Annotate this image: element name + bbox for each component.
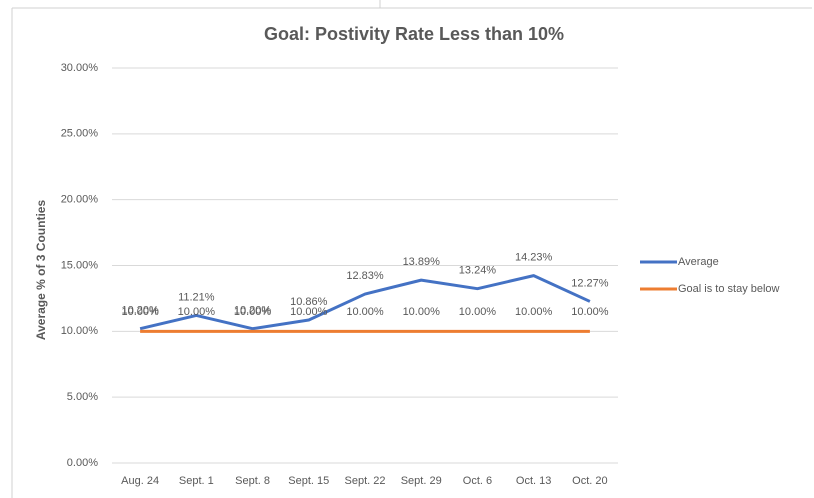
data-label: 10.20% bbox=[121, 305, 159, 317]
x-tick-label: Sept. 22 bbox=[345, 475, 386, 487]
y-tick-label: 15.00% bbox=[61, 259, 99, 271]
data-label: 10.00% bbox=[346, 306, 384, 318]
x-tick-label: Sept. 1 bbox=[179, 475, 214, 487]
data-label: 10.20% bbox=[234, 305, 272, 317]
y-axis-title: Average % of 3 Counties bbox=[34, 200, 48, 341]
legend-label: Goal is to stay below bbox=[678, 283, 780, 295]
y-tick-label: 20.00% bbox=[61, 194, 99, 206]
data-label: 14.23% bbox=[515, 252, 553, 264]
y-tick-label: 10.00% bbox=[61, 325, 99, 337]
data-label: 10.00% bbox=[290, 306, 328, 318]
data-label: 12.27% bbox=[571, 277, 609, 289]
data-label: 13.24% bbox=[459, 265, 497, 277]
data-label: 11.21% bbox=[178, 291, 215, 303]
data-label: 10.00% bbox=[178, 306, 216, 318]
y-tick-label: 0.00% bbox=[67, 457, 98, 469]
data-label: 10.00% bbox=[234, 306, 272, 318]
x-tick-label: Sept. 15 bbox=[288, 475, 329, 487]
chart-title: Goal: Postivity Rate Less than 10% bbox=[264, 24, 564, 44]
data-label: 10.86% bbox=[290, 296, 328, 308]
legend-label: Average bbox=[678, 256, 719, 268]
x-tick-label: Sept. 8 bbox=[235, 475, 270, 487]
x-tick-label: Oct. 20 bbox=[572, 475, 607, 487]
x-tick-label: Aug. 24 bbox=[121, 475, 159, 487]
data-label: 10.00% bbox=[459, 306, 497, 318]
y-tick-label: 30.00% bbox=[61, 62, 99, 74]
data-label: 10.00% bbox=[403, 306, 441, 318]
x-tick-label: Oct. 13 bbox=[516, 475, 551, 487]
y-tick-label: 5.00% bbox=[67, 391, 98, 403]
data-label: 10.00% bbox=[571, 306, 609, 318]
data-label: 10.00% bbox=[515, 306, 553, 318]
x-tick-label: Oct. 6 bbox=[463, 475, 492, 487]
series-line bbox=[139, 274, 591, 331]
x-tick-label: Sept. 29 bbox=[401, 475, 442, 487]
y-tick-label: 25.00% bbox=[61, 128, 99, 140]
data-label: 12.83% bbox=[346, 270, 384, 282]
data-label: 13.89% bbox=[403, 256, 441, 268]
data-label: 10.00% bbox=[121, 306, 159, 318]
